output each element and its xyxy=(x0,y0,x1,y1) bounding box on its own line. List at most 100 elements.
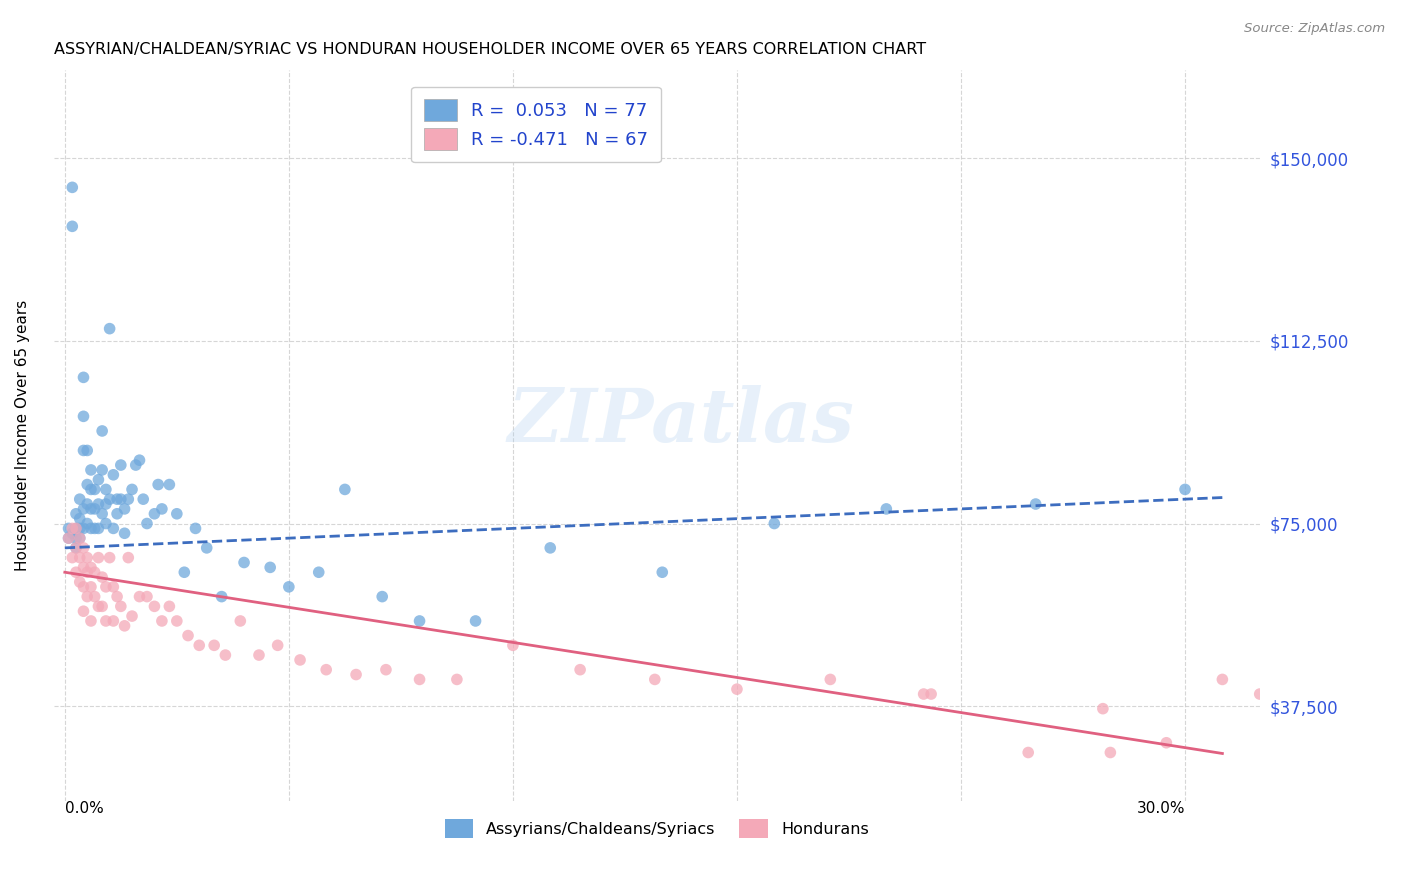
Text: ZIPatlas: ZIPatlas xyxy=(508,385,855,458)
Point xyxy=(288,653,311,667)
Point xyxy=(80,614,103,628)
Point xyxy=(94,614,117,628)
Point xyxy=(446,673,468,687)
Point xyxy=(87,497,110,511)
Point xyxy=(371,590,394,604)
Point xyxy=(103,614,125,628)
Point xyxy=(150,614,173,628)
Point xyxy=(72,370,94,384)
Point xyxy=(83,502,105,516)
Point xyxy=(202,638,225,652)
Point xyxy=(65,521,87,535)
Text: Source: ZipAtlas.com: Source: ZipAtlas.com xyxy=(1244,22,1385,36)
Point xyxy=(80,483,103,497)
Point xyxy=(143,599,166,614)
Point xyxy=(114,502,136,516)
Point xyxy=(69,531,91,545)
Point xyxy=(408,673,430,687)
Legend: Assyrians/Chaldeans/Syriacs, Hondurans: Assyrians/Chaldeans/Syriacs, Hondurans xyxy=(439,812,875,845)
Point xyxy=(69,492,91,507)
Point xyxy=(308,566,330,580)
Point xyxy=(146,477,169,491)
Point xyxy=(91,599,114,614)
Point xyxy=(121,609,143,624)
Point xyxy=(72,560,94,574)
Point xyxy=(1174,483,1197,497)
Point xyxy=(259,560,281,574)
Point xyxy=(94,516,117,531)
Point xyxy=(247,648,270,662)
Point xyxy=(72,502,94,516)
Point xyxy=(177,629,200,643)
Point xyxy=(136,516,159,531)
Point xyxy=(94,580,117,594)
Point xyxy=(103,521,125,535)
Point xyxy=(110,458,132,472)
Point xyxy=(105,492,128,507)
Point xyxy=(266,638,288,652)
Point xyxy=(91,570,114,584)
Point xyxy=(60,219,83,234)
Point xyxy=(188,638,211,652)
Point xyxy=(87,473,110,487)
Point xyxy=(98,321,121,335)
Point xyxy=(157,477,180,491)
Point xyxy=(820,673,842,687)
Point xyxy=(76,443,98,458)
Point xyxy=(103,467,125,482)
Point xyxy=(150,502,173,516)
Point xyxy=(72,521,94,535)
Point xyxy=(195,541,218,555)
Text: 30.0%: 30.0% xyxy=(1136,801,1185,816)
Point xyxy=(58,521,80,535)
Point xyxy=(80,502,103,516)
Point xyxy=(72,580,94,594)
Point xyxy=(315,663,337,677)
Point xyxy=(65,507,87,521)
Point xyxy=(60,550,83,565)
Point xyxy=(69,521,91,535)
Point xyxy=(65,531,87,545)
Point xyxy=(166,614,188,628)
Point xyxy=(117,550,139,565)
Point xyxy=(333,483,356,497)
Point xyxy=(725,682,748,697)
Point xyxy=(98,550,121,565)
Point xyxy=(502,638,524,652)
Point xyxy=(76,477,98,491)
Point xyxy=(58,531,80,545)
Point xyxy=(60,521,83,535)
Point xyxy=(80,463,103,477)
Point xyxy=(644,673,666,687)
Point xyxy=(91,424,114,438)
Point xyxy=(136,590,159,604)
Point xyxy=(94,497,117,511)
Point xyxy=(125,458,148,472)
Point xyxy=(65,541,87,555)
Point xyxy=(464,614,486,628)
Point xyxy=(69,574,91,589)
Point xyxy=(80,560,103,574)
Point xyxy=(1211,673,1233,687)
Point xyxy=(763,516,786,531)
Point xyxy=(374,663,396,677)
Point xyxy=(651,566,673,580)
Point xyxy=(114,526,136,541)
Point xyxy=(65,541,87,555)
Point xyxy=(80,580,103,594)
Point xyxy=(87,550,110,565)
Point xyxy=(1091,701,1114,715)
Text: 0.0%: 0.0% xyxy=(65,801,104,816)
Point xyxy=(83,483,105,497)
Y-axis label: Householder Income Over 65 years: Householder Income Over 65 years xyxy=(15,301,30,572)
Point xyxy=(69,550,91,565)
Point xyxy=(132,492,155,507)
Point xyxy=(875,502,897,516)
Point xyxy=(184,521,207,535)
Point xyxy=(72,604,94,618)
Point xyxy=(110,492,132,507)
Point xyxy=(72,541,94,555)
Point xyxy=(83,566,105,580)
Point xyxy=(69,531,91,545)
Point xyxy=(69,511,91,525)
